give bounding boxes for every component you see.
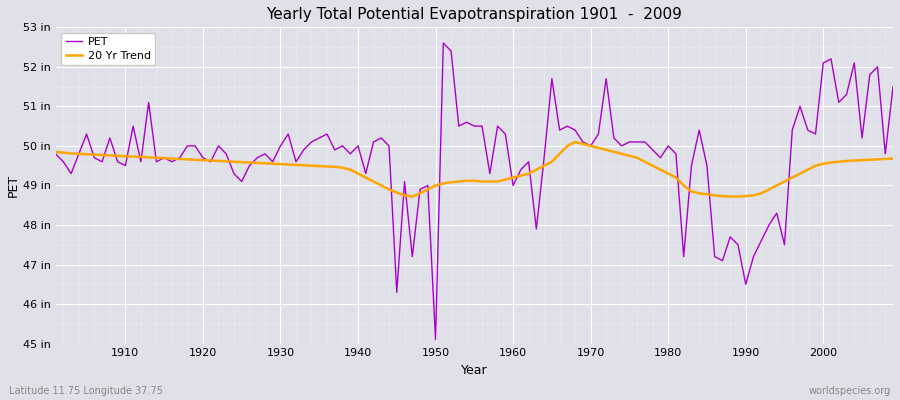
PET — [887, 84, 898, 89]
20 Yr Trend — [407, 194, 418, 199]
PET — [430, 337, 441, 342]
Line: 20 Yr Trend: 20 Yr Trend — [56, 142, 893, 196]
20 Yr Trend — [283, 162, 293, 167]
Title: Yearly Total Potential Evapotranspiration 1901  -  2009: Yearly Total Potential Evapotranspiratio… — [266, 7, 682, 22]
20 Yr Trend — [516, 173, 526, 178]
PET — [112, 159, 123, 164]
Legend: PET, 20 Yr Trend: PET, 20 Yr Trend — [61, 33, 156, 65]
PET — [283, 132, 293, 136]
Y-axis label: PET: PET — [7, 174, 20, 197]
PET — [50, 152, 61, 156]
20 Yr Trend — [508, 175, 518, 180]
PET — [516, 167, 526, 172]
PET — [329, 148, 340, 152]
Line: PET: PET — [56, 43, 893, 340]
20 Yr Trend — [570, 140, 580, 144]
20 Yr Trend — [887, 156, 898, 161]
PET — [438, 41, 449, 46]
20 Yr Trend — [50, 150, 61, 154]
X-axis label: Year: Year — [461, 364, 488, 377]
PET — [523, 159, 534, 164]
20 Yr Trend — [112, 153, 123, 158]
Text: Latitude 11.75 Longitude 37.75: Latitude 11.75 Longitude 37.75 — [9, 386, 163, 396]
PET — [616, 144, 627, 148]
Text: worldspecies.org: worldspecies.org — [809, 386, 891, 396]
20 Yr Trend — [329, 164, 340, 169]
20 Yr Trend — [616, 152, 627, 156]
